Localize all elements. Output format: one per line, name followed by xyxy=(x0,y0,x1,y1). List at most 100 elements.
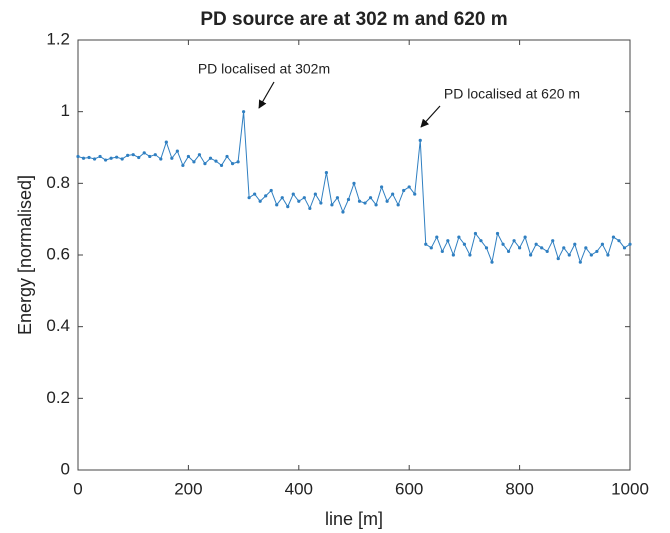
data-point xyxy=(148,154,152,159)
x-tick-label: 0 xyxy=(73,479,82,498)
data-point xyxy=(429,246,433,250)
data-point xyxy=(512,239,516,243)
data-point xyxy=(346,197,351,202)
data-point xyxy=(159,157,163,161)
data-point xyxy=(275,203,279,207)
y-tick-label: 1.2 xyxy=(46,29,70,48)
data-point xyxy=(98,154,102,159)
data-point xyxy=(446,239,450,243)
data-point xyxy=(363,201,367,205)
data-point xyxy=(109,156,113,160)
chart-title: PD source are at 302 m and 620 m xyxy=(200,9,507,30)
data-point xyxy=(153,153,157,157)
x-tick-label: 200 xyxy=(174,479,202,498)
data-point xyxy=(606,253,610,257)
data-point xyxy=(385,199,389,203)
data-point xyxy=(523,235,527,239)
data-point xyxy=(219,163,224,168)
data-point xyxy=(578,260,582,264)
data-point xyxy=(164,140,168,144)
x-tick-label: 400 xyxy=(285,479,313,498)
y-tick-label: 0.6 xyxy=(46,244,70,263)
data-point xyxy=(142,151,146,155)
data-point xyxy=(181,163,185,168)
data-point xyxy=(484,246,489,250)
data-point xyxy=(495,231,500,236)
data-point xyxy=(225,154,229,159)
data-point xyxy=(540,246,544,250)
data-point xyxy=(413,192,417,196)
data-point xyxy=(291,192,295,196)
data-point xyxy=(242,110,246,114)
data-point xyxy=(137,155,141,160)
data-point xyxy=(335,196,340,200)
y-tick-label: 0.4 xyxy=(46,316,70,335)
data-point xyxy=(104,158,108,162)
annotation: PD localised at 620 m xyxy=(444,86,580,102)
x-axis-label: line [m] xyxy=(325,509,383,529)
data-point xyxy=(120,157,124,161)
data-point xyxy=(600,242,605,246)
data-point xyxy=(396,203,400,207)
data-point xyxy=(589,253,593,257)
data-point xyxy=(473,231,478,236)
x-tick-label: 600 xyxy=(395,479,423,498)
data-point xyxy=(562,246,566,250)
data-point xyxy=(490,260,494,264)
data-point xyxy=(203,162,207,166)
data-point xyxy=(87,155,91,160)
data-point xyxy=(622,246,627,250)
data-point xyxy=(457,235,461,239)
data-point xyxy=(468,253,472,257)
y-axis-label: Energy [normalised] xyxy=(15,175,35,335)
data-point xyxy=(175,149,179,153)
data-point xyxy=(352,181,356,185)
data-point xyxy=(584,246,588,250)
data-point xyxy=(92,157,97,161)
data-point xyxy=(131,153,135,157)
annotation: PD localised at 302m xyxy=(198,61,330,77)
data-point xyxy=(126,153,130,157)
data-point xyxy=(357,199,362,203)
data-point xyxy=(551,239,555,243)
data-point xyxy=(253,192,257,196)
y-tick-label: 0 xyxy=(61,459,70,478)
data-point xyxy=(324,170,328,175)
data-point xyxy=(115,155,119,159)
data-point xyxy=(76,154,80,159)
data-point xyxy=(506,249,511,254)
x-tick-label: 800 xyxy=(505,479,533,498)
y-tick-label: 0.8 xyxy=(46,173,70,192)
data-point xyxy=(280,196,284,200)
data-point xyxy=(286,205,290,209)
data-point xyxy=(402,188,406,193)
data-point xyxy=(567,253,571,257)
data-point xyxy=(380,185,384,189)
data-point xyxy=(451,253,455,257)
data-point xyxy=(170,156,174,160)
annotation-arrow xyxy=(258,81,275,109)
data-point xyxy=(556,256,560,261)
data-point xyxy=(435,235,439,239)
y-tick-label: 1 xyxy=(61,101,70,120)
data-point xyxy=(534,242,538,246)
data-point xyxy=(258,199,262,203)
data-point xyxy=(374,203,378,207)
data-point xyxy=(407,185,411,189)
data-point xyxy=(424,242,428,246)
data-point xyxy=(518,246,522,250)
data-point xyxy=(462,242,466,246)
data-point xyxy=(236,160,240,164)
data-point xyxy=(611,235,616,239)
y-tick-label: 0.2 xyxy=(46,388,70,407)
data-point xyxy=(529,253,533,257)
data-point xyxy=(197,153,202,157)
data-point xyxy=(440,249,444,254)
data-point xyxy=(341,210,345,214)
data-point xyxy=(214,159,218,163)
data-point xyxy=(308,206,312,211)
data-point xyxy=(247,196,251,200)
annotation-arrow xyxy=(420,105,441,128)
